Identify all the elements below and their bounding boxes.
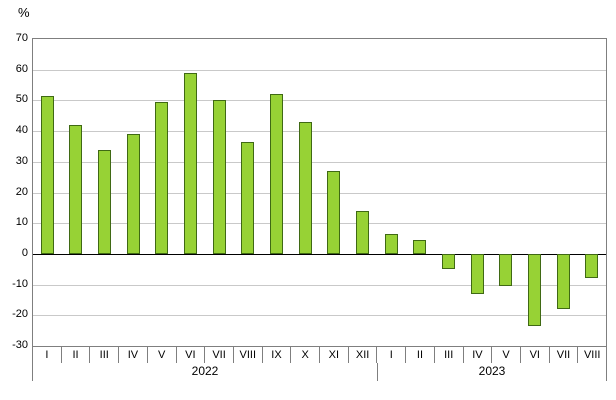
x-tick-label-2022-II: II xyxy=(60,347,90,363)
y-axis-unit-label: % xyxy=(18,5,30,20)
gridline xyxy=(33,315,606,317)
bar-2023-V xyxy=(499,253,513,287)
y-tick-label: -10 xyxy=(12,277,28,290)
gridline xyxy=(33,284,606,286)
bar-2022-VIII xyxy=(241,141,255,254)
x-tick-label-2023-I: I xyxy=(376,347,405,363)
x-tick-label-2023-II: II xyxy=(405,347,434,363)
year-label-2022: 2022 xyxy=(32,363,377,381)
x-tick-label-2022-VI: VI xyxy=(175,347,205,363)
x-tick-label-2023-IV: IV xyxy=(462,347,492,363)
bar-2023-I xyxy=(384,233,398,254)
bar-2022-X xyxy=(298,121,312,254)
y-tick-label: 10 xyxy=(15,216,28,229)
x-tick-label-2022-IV: IV xyxy=(118,347,147,363)
bar-2023-III xyxy=(441,253,455,270)
x-tick-label-2022-XI: XI xyxy=(319,347,348,363)
bar-2022-V xyxy=(155,101,169,254)
year-label-2023: 2023 xyxy=(377,363,607,381)
bar-2022-XI xyxy=(327,171,341,254)
bar-2022-VII xyxy=(212,100,226,254)
y-tick-label: 60 xyxy=(15,62,28,75)
y-tick-label: 50 xyxy=(15,93,28,106)
bar-2022-III xyxy=(98,149,112,254)
y-tick-label: 30 xyxy=(15,154,28,167)
gridline xyxy=(33,131,606,133)
x-tick-label-2023-VIII: VIII xyxy=(577,347,608,363)
x-tick-label-2022-I: I xyxy=(32,347,61,363)
x-tick-label-2023-VII: VII xyxy=(548,347,578,363)
x-tick-label-2022-IX: IX xyxy=(261,347,291,363)
y-tick-label: 0 xyxy=(21,246,28,259)
bar-2023-VII xyxy=(556,253,570,310)
x-axis-month-labels: I II III IV V VI VII VIII IX X XI XII I II III IV V VI VII… xyxy=(32,347,608,363)
bar-2022-IV xyxy=(126,134,140,254)
x-tick-label-2023-VI: VI xyxy=(519,347,549,363)
x-tick-label-2023-V: V xyxy=(491,347,520,363)
gridline xyxy=(33,161,606,163)
x-tick-label-2022-X: X xyxy=(290,347,319,363)
bar-2023-II xyxy=(413,240,427,254)
x-axis-year-labels: 2022 2023 xyxy=(32,363,607,381)
gridline xyxy=(33,192,606,194)
x-tick-label-2023-III: III xyxy=(433,347,463,363)
x-tick-label-2022-VIII: VIII xyxy=(232,347,262,363)
y-tick-label: -20 xyxy=(12,308,28,321)
bar-2022-I xyxy=(40,95,54,254)
y-tick-label: -30 xyxy=(12,339,28,351)
bar-2023-VI xyxy=(527,253,541,327)
gridline xyxy=(33,69,606,71)
bar-2023-VIII xyxy=(585,253,599,279)
gridline xyxy=(33,100,606,102)
bar-2023-IV xyxy=(470,253,484,294)
y-tick-label: 40 xyxy=(15,124,28,137)
bar-2022-II xyxy=(69,124,83,254)
gridline xyxy=(33,223,606,225)
x-tick-label-2022-XII: XII xyxy=(347,347,377,363)
x-tick-label-2022-V: V xyxy=(146,347,176,363)
bar-2022-VI xyxy=(184,72,198,254)
x-tick-label-2022-VII: VII xyxy=(204,347,233,363)
y-tick-label: 20 xyxy=(15,185,28,198)
plot-area xyxy=(32,38,607,347)
zero-axis-line xyxy=(33,253,606,255)
bar-2022-XII xyxy=(355,210,369,254)
y-tick-label: 70 xyxy=(15,32,28,44)
x-tick-label-2022-III: III xyxy=(89,347,118,363)
bar-2022-IX xyxy=(270,94,284,254)
